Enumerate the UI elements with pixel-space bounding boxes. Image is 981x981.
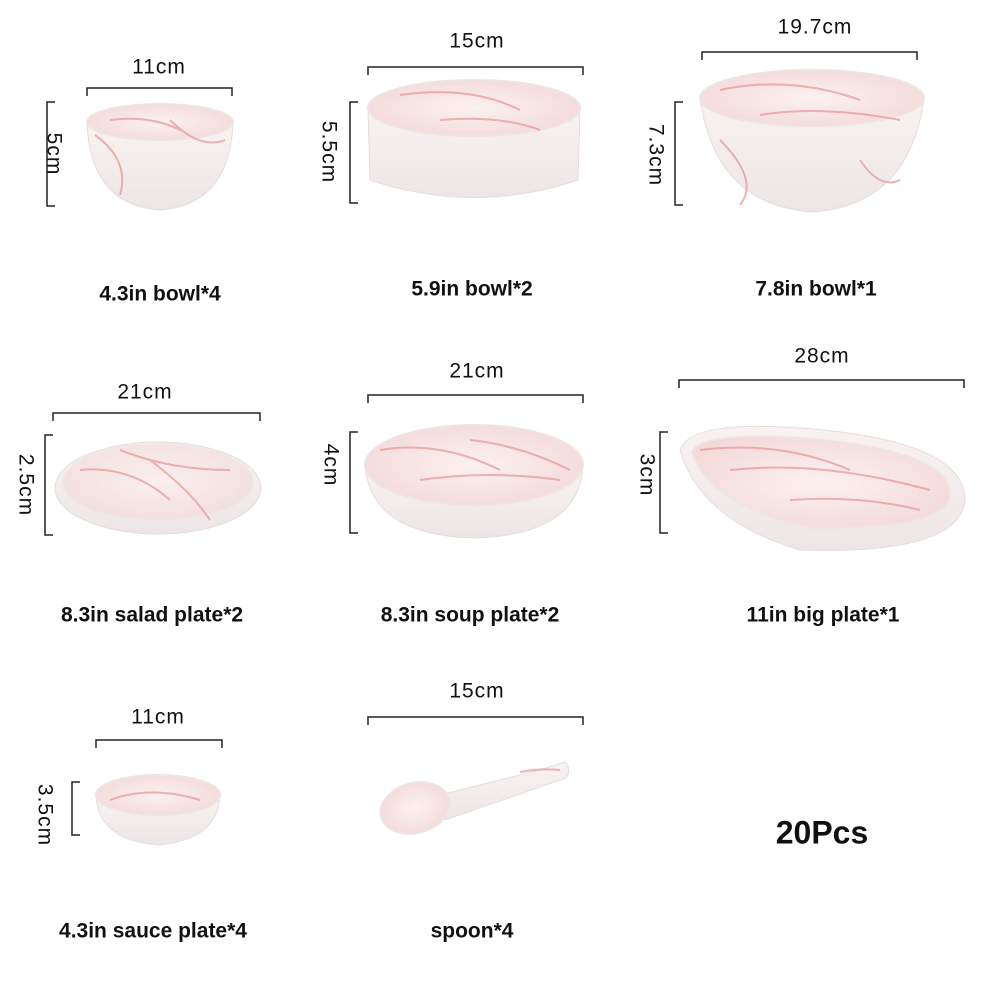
width-bracket — [86, 87, 233, 96]
bowl-small — [86, 103, 234, 211]
bowl-large — [699, 69, 925, 213]
item-name: 4.3in sauce plate*4 — [59, 920, 247, 943]
height-label: 7.3cm — [644, 124, 667, 186]
height-label: 5cm — [42, 133, 65, 176]
bowl-medium — [367, 79, 581, 198]
width-label: 11cm — [132, 56, 186, 79]
width-bracket — [367, 66, 584, 75]
width-label: 21cm — [449, 360, 504, 383]
big-plate — [679, 425, 966, 551]
labels: 11cm 5cm 4.3in bowl*4 15cm 5.5cm 5.9in bowl*2… — [14, 16, 965, 943]
height-label: 4cm — [319, 444, 342, 487]
height-bracket — [659, 431, 668, 534]
width-bracket — [52, 412, 261, 421]
width-bracket — [367, 716, 584, 725]
item-name: 8.3in soup plate*2 — [381, 604, 560, 627]
soup-plate — [364, 424, 584, 539]
item-name: 7.8in bowl*1 — [755, 278, 877, 301]
item-name: 11in big plate*1 — [747, 604, 900, 627]
height-bracket — [44, 434, 53, 536]
width-label: 15cm — [449, 30, 504, 53]
item-name: spoon*4 — [431, 920, 514, 943]
width-label: 15cm — [449, 680, 504, 703]
sauce-plate — [95, 774, 221, 846]
item-name: 5.9in bowl*2 — [411, 278, 532, 301]
dishes — [54, 69, 966, 846]
width-label: 21cm — [117, 381, 172, 404]
height-label: 5.5cm — [317, 121, 340, 183]
total-count: 20Pcs — [776, 814, 869, 850]
height-bracket — [46, 101, 55, 207]
height-label: 3.5cm — [33, 784, 56, 846]
height-bracket — [349, 101, 358, 204]
item-name: 4.3in bowl*4 — [99, 283, 221, 306]
item-name: 8.3in salad plate*2 — [61, 604, 243, 627]
height-label: 3cm — [635, 454, 658, 497]
height-bracket — [71, 781, 80, 836]
height-bracket — [349, 431, 358, 534]
spoon — [379, 761, 570, 835]
width-bracket — [678, 379, 965, 388]
height-label: 2.5cm — [14, 454, 37, 516]
width-label: 28cm — [794, 345, 849, 368]
width-bracket — [701, 51, 918, 60]
width-bracket — [95, 739, 223, 748]
salad-plate — [54, 441, 262, 535]
width-label: 11cm — [131, 706, 185, 729]
width-bracket — [367, 394, 584, 403]
height-bracket — [674, 101, 683, 206]
width-label: 19.7cm — [778, 16, 853, 39]
